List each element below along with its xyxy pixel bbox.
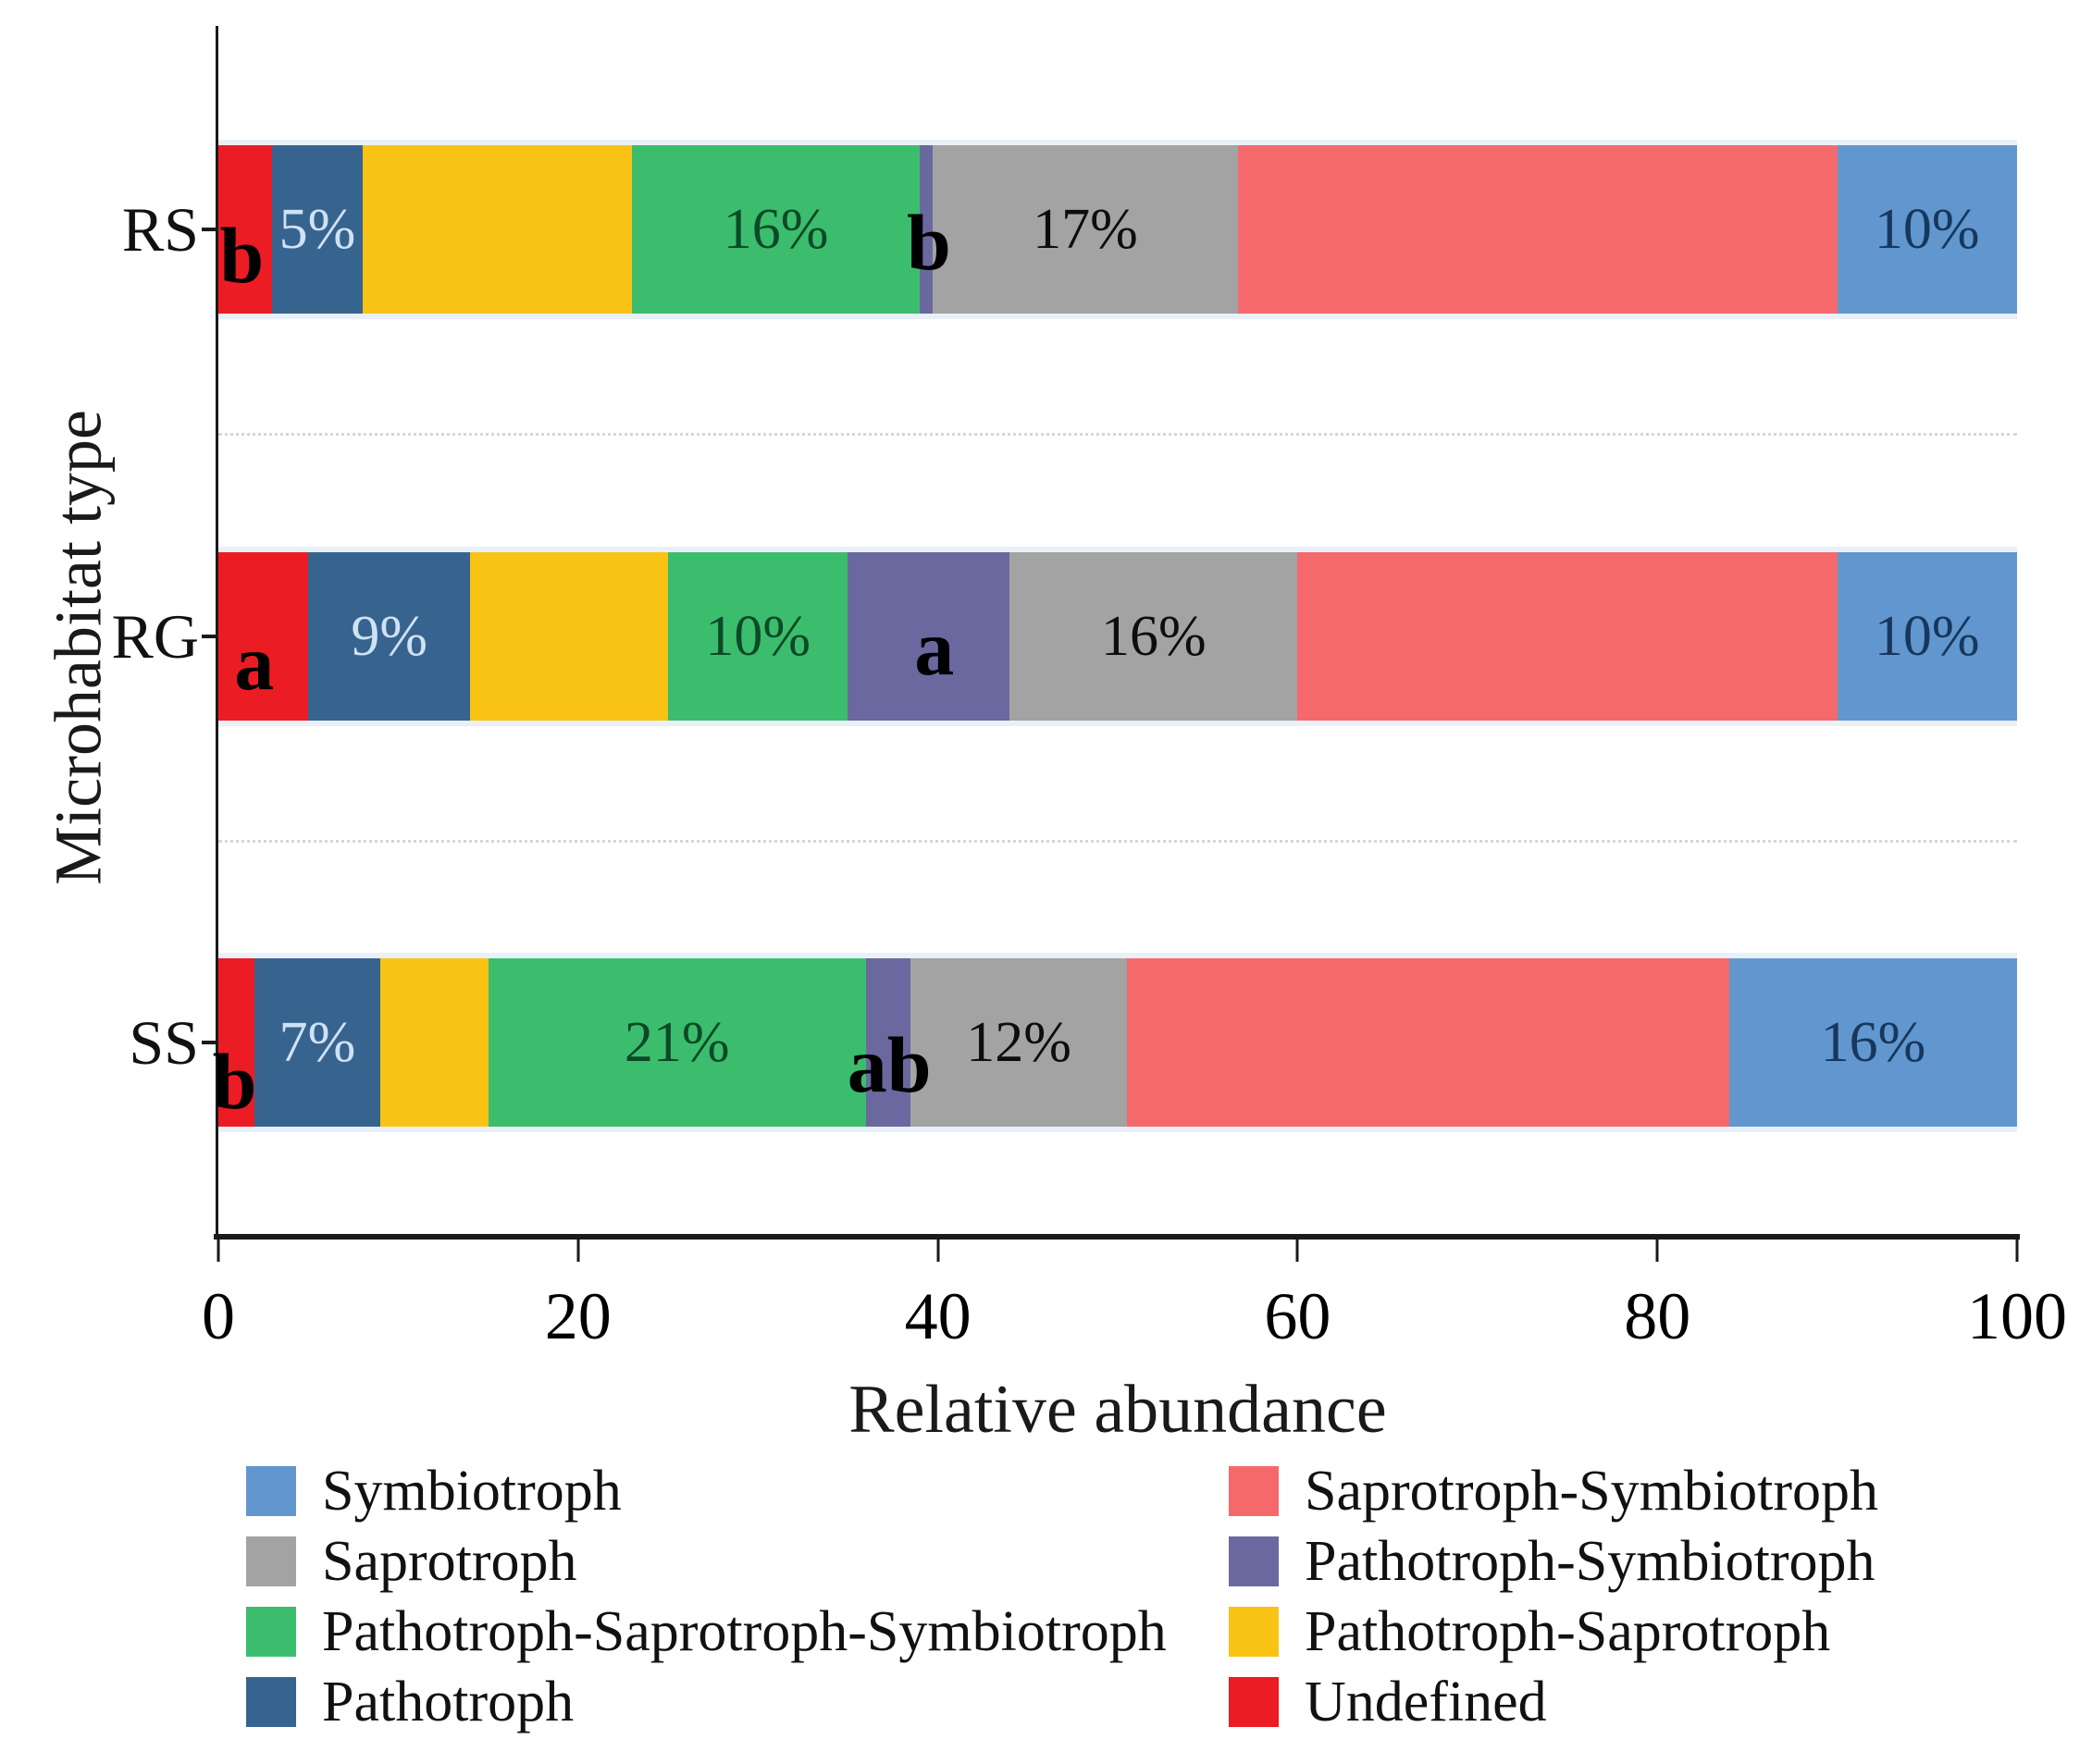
significance-letter-rg-a: a bbox=[914, 603, 955, 692]
segment-ss-symbiotroph: 16% bbox=[1728, 958, 2017, 1127]
segment-rg-pathotroph: 9% bbox=[308, 552, 471, 721]
significance-letter-rg-a: a bbox=[234, 618, 275, 707]
legend-item-symbiotroph: Symbiotroph bbox=[246, 1456, 1167, 1526]
y-tick-ss bbox=[202, 1041, 217, 1044]
x-tick-label-100: 100 bbox=[1967, 1279, 2067, 1353]
legend-label-symbiotroph: Symbiotroph bbox=[322, 1459, 622, 1523]
segment-rg-symbiotroph: 10% bbox=[1837, 552, 2017, 721]
legend-swatch-symbiotroph bbox=[246, 1466, 296, 1516]
segment-ss-pathotroph-symbiotroph bbox=[865, 958, 911, 1127]
segment-value-label: 9% bbox=[351, 604, 427, 668]
x-tick-80 bbox=[1655, 1240, 1659, 1262]
legend-label-pathotroph-saprotroph: Pathotroph-Saprotroph bbox=[1305, 1599, 1831, 1663]
segment-value-label: 21% bbox=[624, 1010, 730, 1074]
x-axis-line bbox=[214, 1234, 2020, 1240]
segment-rg-saprotroph-symbiotroph bbox=[1297, 552, 1838, 721]
x-tick-40 bbox=[936, 1240, 940, 1262]
y-axis-line bbox=[216, 26, 218, 1240]
segment-ss-pathotroph-saprotroph bbox=[379, 958, 489, 1127]
segment-value-label: 16% bbox=[1101, 604, 1207, 668]
x-tick-100 bbox=[2015, 1240, 2019, 1262]
gridline-1 bbox=[218, 433, 2017, 436]
significance-letter-ss-ab: ab bbox=[847, 1020, 932, 1109]
x-tick-20 bbox=[576, 1240, 580, 1262]
x-tick-label-60: 60 bbox=[1264, 1279, 1331, 1353]
y-tick-rs bbox=[202, 228, 217, 231]
segment-value-label: 10% bbox=[705, 604, 811, 668]
legend-item-pathotroph: Pathotroph bbox=[246, 1667, 1167, 1737]
segment-ss-pathotroph: 7% bbox=[254, 958, 380, 1127]
legend-item-undefined: Undefined bbox=[1229, 1667, 1878, 1737]
segment-rs-saprotroph: 17% bbox=[932, 145, 1239, 314]
segment-ss-saprotroph: 12% bbox=[910, 958, 1127, 1127]
segment-value-label: 10% bbox=[1874, 604, 1980, 668]
x-axis-title: Relative abundance bbox=[848, 1372, 1387, 1448]
segment-value-label: 17% bbox=[1033, 197, 1138, 261]
legend-item-pathotroph-symbiotroph: Pathotroph-Symbiotroph bbox=[1229, 1526, 1878, 1597]
y-tick-label-rs: RS bbox=[121, 194, 199, 265]
x-tick-0 bbox=[217, 1240, 220, 1262]
legend-item-saprotroph: Saprotroph bbox=[246, 1526, 1167, 1597]
segment-value-label: 10% bbox=[1874, 197, 1980, 261]
y-tick-label-rg: RG bbox=[111, 601, 199, 672]
segment-rg-pathotroph-saprotroph-symbiotroph: 10% bbox=[667, 552, 848, 721]
segment-rs-undefined bbox=[218, 145, 273, 314]
legend-swatch-pathotroph-symbiotroph bbox=[1229, 1536, 1279, 1586]
y-tick-label-ss: SS bbox=[129, 1007, 199, 1078]
segment-rg-undefined bbox=[218, 552, 309, 721]
segment-rs-saprotroph-symbiotroph bbox=[1238, 145, 1838, 314]
legend-swatch-pathotroph-saprotroph bbox=[1229, 1607, 1279, 1657]
legend-label-undefined: Undefined bbox=[1305, 1670, 1547, 1733]
segment-ss-saprotroph-symbiotroph bbox=[1126, 958, 1729, 1127]
x-tick-60 bbox=[1295, 1240, 1299, 1262]
bar-rg: 9% 10% 16% 10% bbox=[218, 547, 2017, 726]
segment-rs-pathotroph: 5% bbox=[272, 145, 363, 314]
x-tick-label-80: 80 bbox=[1624, 1279, 1691, 1353]
x-tick-label-40: 40 bbox=[904, 1279, 972, 1353]
legend-label-pathotroph-saprotroph-symbiotroph: Pathotroph-Saprotroph-Symbiotroph bbox=[322, 1599, 1167, 1663]
segment-rg-pathotroph-saprotroph bbox=[470, 552, 668, 721]
segment-ss-undefined bbox=[218, 958, 254, 1127]
legend-label-saprotroph: Saprotroph bbox=[322, 1529, 577, 1593]
legend-label-pathotroph-symbiotroph: Pathotroph-Symbiotroph bbox=[1305, 1529, 1875, 1593]
legend-column-2: Saprotroph-Symbiotroph Pathotroph-Symbiot… bbox=[1229, 1456, 1878, 1737]
significance-letter-rs-b: b bbox=[219, 211, 265, 300]
segment-rs-symbiotroph: 10% bbox=[1837, 145, 2017, 314]
segment-value-label: 16% bbox=[1820, 1010, 1926, 1074]
segment-value-label: 16% bbox=[723, 197, 829, 261]
segment-value-label: 7% bbox=[279, 1010, 356, 1074]
segment-rs-pathotroph-saprotroph-symbiotroph: 16% bbox=[632, 145, 921, 314]
segment-ss-pathotroph-saprotroph-symbiotroph: 21% bbox=[488, 958, 866, 1127]
segment-value-label: 12% bbox=[966, 1010, 1071, 1074]
segment-rg-saprotroph: 16% bbox=[1009, 552, 1298, 721]
segment-rg-pathotroph-symbiotroph bbox=[848, 552, 1010, 721]
legend-swatch-undefined bbox=[1229, 1677, 1279, 1727]
gridline-2 bbox=[218, 840, 2017, 843]
legend-swatch-pathotroph-saprotroph-symbiotroph bbox=[246, 1607, 296, 1657]
x-tick-label-0: 0 bbox=[202, 1279, 235, 1353]
bar-rs: 5% 16% 17% 10% bbox=[218, 140, 2017, 319]
legend-item-saprotroph-symbiotroph: Saprotroph-Symbiotroph bbox=[1229, 1456, 1878, 1526]
segment-rs-pathotroph-saprotroph bbox=[362, 145, 633, 314]
significance-letter-rs-b: b bbox=[906, 198, 951, 287]
legend-label-pathotroph: Pathotroph bbox=[322, 1670, 575, 1733]
y-tick-rg bbox=[202, 635, 217, 638]
legend-swatch-pathotroph bbox=[246, 1677, 296, 1727]
significance-letter-ss-b: b bbox=[212, 1037, 257, 1126]
legend-label-saprotroph-symbiotroph: Saprotroph-Symbiotroph bbox=[1305, 1459, 1878, 1523]
bar-ss: 7% 21% 12% 16% bbox=[218, 953, 2017, 1132]
legend-swatch-saprotroph bbox=[246, 1536, 296, 1586]
legend-item-pathotroph-saprotroph: Pathotroph-Saprotroph bbox=[1229, 1597, 1878, 1667]
legend-column-1: Symbiotroph Saprotroph Pathotroph-Saprotro… bbox=[246, 1456, 1167, 1737]
segment-rs-pathotroph-symbiotroph bbox=[920, 145, 933, 314]
legend-swatch-saprotroph-symbiotroph bbox=[1229, 1466, 1279, 1516]
legend-item-pathotroph-saprotroph-symbiotroph: Pathotroph-Saprotroph-Symbiotroph bbox=[246, 1597, 1167, 1667]
x-tick-label-20: 20 bbox=[544, 1279, 612, 1353]
segment-value-label: 5% bbox=[279, 197, 356, 261]
